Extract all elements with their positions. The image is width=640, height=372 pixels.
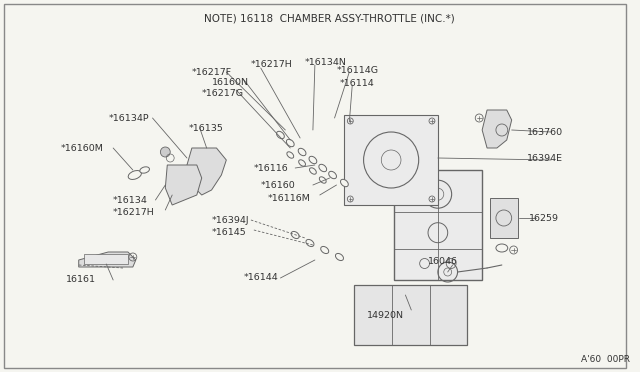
Ellipse shape bbox=[309, 156, 317, 164]
Polygon shape bbox=[482, 110, 511, 148]
Polygon shape bbox=[79, 252, 136, 267]
Text: *16160M: *16160M bbox=[61, 144, 104, 153]
Text: *16114: *16114 bbox=[339, 78, 374, 87]
Text: *16217F: *16217F bbox=[192, 67, 232, 77]
Ellipse shape bbox=[496, 244, 508, 252]
Text: *16114G: *16114G bbox=[337, 65, 378, 74]
Ellipse shape bbox=[298, 148, 306, 156]
Ellipse shape bbox=[329, 171, 337, 179]
Ellipse shape bbox=[287, 152, 294, 158]
Ellipse shape bbox=[319, 177, 326, 183]
Text: *16394J: *16394J bbox=[212, 215, 249, 224]
Text: NOTE) 16118  CHAMBER ASSY-THROTTLE (INC.*): NOTE) 16118 CHAMBER ASSY-THROTTLE (INC.*… bbox=[204, 13, 455, 23]
Text: 16394E: 16394E bbox=[527, 154, 563, 163]
Ellipse shape bbox=[319, 164, 326, 172]
Bar bbox=[490, 198, 518, 238]
Text: *16134N: *16134N bbox=[305, 58, 347, 67]
Circle shape bbox=[161, 147, 170, 157]
Text: 163760: 163760 bbox=[527, 128, 563, 137]
Text: *16217G: *16217G bbox=[202, 89, 244, 97]
Text: *16144: *16144 bbox=[244, 273, 279, 282]
Text: *16134: *16134 bbox=[113, 196, 148, 205]
Text: *16160: *16160 bbox=[260, 180, 296, 189]
Text: *16116: *16116 bbox=[254, 164, 289, 173]
Ellipse shape bbox=[321, 246, 329, 254]
Ellipse shape bbox=[291, 231, 299, 238]
Ellipse shape bbox=[310, 168, 316, 174]
Text: 16259: 16259 bbox=[529, 214, 559, 222]
Text: *16145: *16145 bbox=[212, 228, 246, 237]
Text: *16217H: *16217H bbox=[113, 208, 155, 217]
Ellipse shape bbox=[299, 160, 305, 166]
Text: 16160N: 16160N bbox=[212, 77, 248, 87]
Bar bbox=[354, 285, 467, 345]
Text: A'60  00PR: A'60 00PR bbox=[580, 356, 630, 365]
Text: 16161: 16161 bbox=[66, 276, 96, 285]
Ellipse shape bbox=[276, 131, 284, 139]
Polygon shape bbox=[165, 165, 202, 205]
Ellipse shape bbox=[140, 167, 150, 173]
Polygon shape bbox=[187, 148, 227, 195]
Text: 16046: 16046 bbox=[428, 257, 458, 266]
Bar bbox=[394, 170, 482, 280]
Ellipse shape bbox=[128, 170, 141, 179]
Bar bbox=[344, 115, 438, 205]
Ellipse shape bbox=[286, 139, 294, 147]
Text: *16217H: *16217H bbox=[251, 60, 292, 68]
Text: *16135: *16135 bbox=[189, 124, 224, 132]
Text: 14920N: 14920N bbox=[367, 311, 404, 321]
Text: *16134P: *16134P bbox=[108, 113, 149, 122]
Ellipse shape bbox=[335, 253, 344, 260]
Ellipse shape bbox=[306, 240, 314, 247]
Bar bbox=[84, 254, 128, 264]
Text: *16116M: *16116M bbox=[268, 193, 310, 202]
Ellipse shape bbox=[340, 179, 348, 187]
